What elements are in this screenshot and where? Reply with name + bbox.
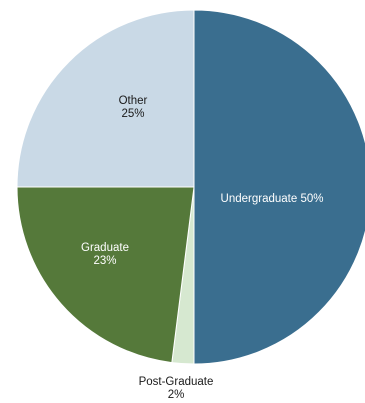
pie-slices [16, 9, 365, 365]
pie-label-name: Graduate [81, 242, 129, 254]
pie-label-value: 23% [93, 255, 116, 267]
pie-slice-undergraduate [193, 9, 365, 365]
pie-label-name: Other [119, 95, 148, 107]
pie-label-post-graduate: Post-Graduate 2% [139, 376, 214, 401]
pie-label-value: 2% [168, 389, 185, 401]
pie-label-name: Undergraduate [221, 193, 298, 205]
pie-label-value: 50% [297, 193, 323, 205]
pie-label-graduate: Graduate 23% [81, 242, 129, 267]
pie-label-name: Post-Graduate [139, 376, 214, 388]
pie-label-other: Other 25% [119, 95, 148, 120]
pie-label-undergraduate: Undergraduate 50% [221, 193, 324, 205]
pie-slice-other [16, 9, 195, 188]
pie-slice-graduate [16, 186, 195, 364]
pie-label-value: 25% [121, 108, 144, 120]
pie-labels: Undergraduate 50% Post-Graduate 2% Graduate… [81, 95, 323, 401]
